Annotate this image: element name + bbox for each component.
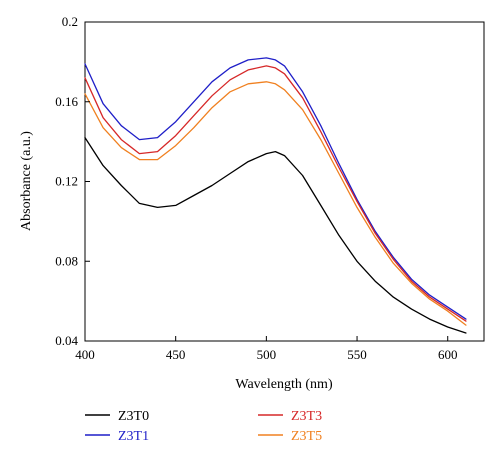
y-tick-label: 0.08 bbox=[55, 253, 78, 268]
y-tick-label: 0.2 bbox=[62, 14, 78, 29]
legend: Z3T0 Z3T1 Z3T3 Z3T5 bbox=[85, 409, 322, 444]
x-tick-label: 450 bbox=[166, 347, 186, 362]
y-tick-label: 0.12 bbox=[55, 174, 78, 189]
x-tick-label: 550 bbox=[347, 347, 367, 362]
x-tick-label: 500 bbox=[257, 347, 277, 362]
y-axis-title: Absorbance (a.u.) bbox=[19, 131, 34, 231]
series-line-z3t5 bbox=[84, 81, 467, 326]
legend-label-z3t3: Z3T3 bbox=[291, 409, 322, 424]
x-tick-label: 600 bbox=[438, 347, 458, 362]
y-tick-label: 0.16 bbox=[55, 94, 78, 109]
x-tick-label: 400 bbox=[75, 347, 95, 362]
legend-label-z3t0: Z3T0 bbox=[118, 409, 149, 424]
series-layer bbox=[84, 57, 467, 334]
series-line-z3t0 bbox=[84, 136, 467, 334]
legend-label-z3t1: Z3T1 bbox=[118, 429, 149, 444]
series-line-z3t3 bbox=[84, 65, 467, 322]
legend-label-z3t5: Z3T5 bbox=[291, 429, 322, 444]
x-axis-title: Wavelength (nm) bbox=[235, 377, 333, 392]
tick-layer: 400 450 500 550 600 0.04 0.08 0.12 0.16 0.2 bbox=[55, 14, 457, 362]
series-line-z3t1 bbox=[84, 57, 467, 320]
y-tick-label: 0.04 bbox=[55, 333, 78, 348]
